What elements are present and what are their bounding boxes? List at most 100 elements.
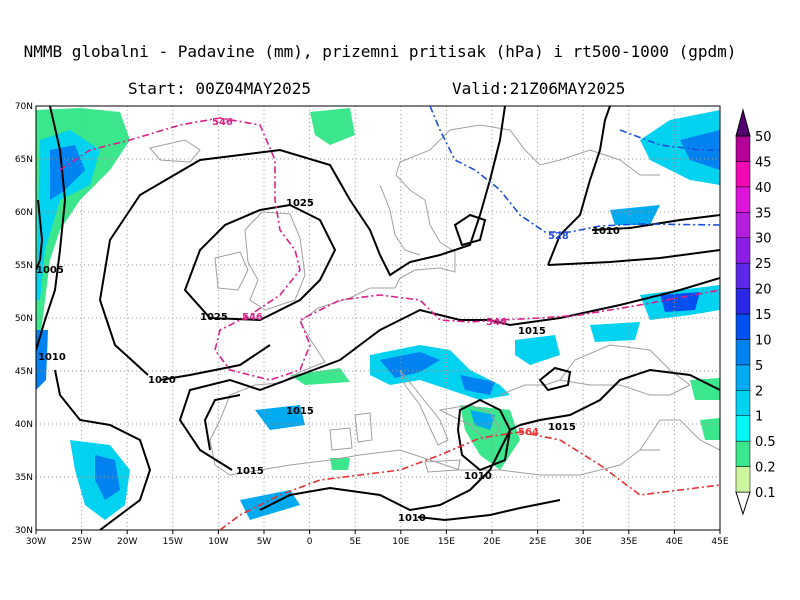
y-tick-label: 30N (15, 526, 33, 536)
x-tick-label: 35E (620, 537, 637, 547)
pressure-label: 1010 (464, 471, 492, 482)
thickness-label: 546 (242, 312, 263, 323)
contour-labels: 1025 1025 1020 1015 1015 1015 1015 1010 … (36, 117, 620, 524)
x-tick-label: 20W (117, 537, 137, 547)
thickness-528 (429, 106, 720, 233)
precip-area (610, 205, 660, 225)
isobar-1015-north (547, 106, 611, 266)
precip-area (95, 455, 120, 500)
x-tick-label: 15W (163, 537, 183, 547)
colorbar-swatch (735, 262, 751, 289)
isobar-south (259, 424, 521, 512)
y-tick-label: 70N (15, 102, 33, 112)
thickness-546-north (59, 117, 720, 381)
isobar-1010-ring (456, 398, 512, 472)
precip-area (470, 410, 495, 430)
isobar-1015-east (547, 249, 720, 266)
colorbar-label: 40 (755, 181, 772, 196)
pressure-label: 1015 (236, 466, 264, 477)
pressure-label: 1010 (592, 226, 620, 237)
colorbar-label: 20 (755, 283, 772, 298)
x-axis-ticks: 30W 25W 20W 15W 10W 5W 0 5E 10E 15E 20E 25E 30E 35E 40… (26, 530, 729, 547)
chart-title: NMMB globalni - Padavine (mm), prizemni … (23, 42, 737, 61)
x-tick-label: 0 (307, 537, 313, 547)
pressure-label: 1005 (36, 265, 64, 276)
colorbar-label: 0.1 (755, 486, 776, 501)
colorbar-swatch (735, 186, 751, 213)
isobar-south-curve (203, 394, 241, 451)
precip-area (680, 130, 720, 170)
colorbar-swatch (735, 212, 751, 238)
precipitation-layer (36, 108, 720, 520)
colorbar-label: 1 (755, 410, 763, 425)
map-frame (35, 105, 721, 531)
y-tick-label: 40N (15, 420, 33, 430)
colorbar-swatch (735, 466, 751, 493)
colorbar-swatch (735, 288, 751, 315)
colorbar-label: 50 (755, 130, 772, 145)
pressure-label: 1010 (398, 513, 426, 524)
valid-time: Valid:21Z06MAY2025 (452, 79, 626, 98)
colorbar-label: 35 (755, 206, 772, 221)
x-tick-label: 5E (349, 537, 361, 547)
colorbar-label: 0.2 (755, 461, 776, 476)
thickness-contours (59, 106, 720, 530)
y-tick-label: 35N (15, 473, 33, 483)
thickness-label: 528 (548, 231, 569, 242)
colorbar-swatch (735, 440, 751, 467)
colorbar-label: 10 (755, 333, 772, 348)
isobars (36, 106, 720, 530)
colorbar-swatch (735, 135, 751, 162)
precip-area (380, 352, 440, 378)
thickness-564 (219, 431, 720, 530)
precip-area (36, 330, 48, 390)
precip-area (690, 378, 720, 400)
isobar-1015-se (519, 368, 720, 426)
start-time: Start: 00Z04MAY2025 (128, 79, 312, 98)
x-tick-label: 10W (208, 537, 228, 547)
x-tick-label: 25W (71, 537, 91, 547)
y-tick-label: 55N (15, 261, 33, 271)
x-tick-label: 25E (529, 537, 546, 547)
colorbar-label: 25 (755, 257, 772, 272)
colorbar-swatch (735, 161, 751, 188)
pressure-label: 1025 (200, 312, 228, 323)
pressure-label: 1025 (286, 198, 314, 209)
thickness-label: 564 (518, 427, 539, 438)
colorbar-label: 5 (755, 359, 763, 374)
colorbar-swatch (735, 339, 751, 366)
colorbar-label: 15 (755, 308, 772, 323)
precip-area (460, 375, 495, 395)
y-tick-label: 60N (15, 208, 33, 218)
pressure-label: 1015 (518, 326, 546, 337)
isobar-mid-1020 (159, 344, 271, 381)
y-tick-label: 50N (15, 314, 33, 324)
isobar-south-1010 (417, 499, 561, 522)
x-tick-label: 15E (438, 537, 455, 547)
pressure-label: 1015 (286, 406, 314, 417)
colorbar-label: 30 (755, 232, 772, 247)
x-tick-label: 30W (26, 537, 46, 547)
isobar-1015-west (178, 277, 720, 471)
precip-area (700, 418, 720, 440)
isobar-1025-ring (183, 203, 337, 322)
pressure-label: 1015 (548, 422, 576, 433)
colorbar-label: 45 (755, 155, 772, 170)
colorbar-top-arrow (735, 108, 751, 137)
colorbar-swatch (735, 390, 751, 416)
pressure-label: 1020 (148, 375, 176, 386)
y-tick-label: 65N (15, 155, 33, 165)
colorbar-bottom-arrow (735, 491, 751, 516)
precip-area (660, 292, 700, 312)
precip-area (590, 322, 640, 342)
y-axis-ticks: 70N 65N 60N 55N 50N 45N 40N 35N 30N (15, 102, 33, 536)
precip-area (290, 368, 350, 385)
colorbar-swatch (735, 313, 751, 340)
thickness-528-ne (619, 129, 720, 151)
precip-area (310, 108, 355, 145)
x-tick-label: 40E (666, 537, 683, 547)
x-tick-label: 5W (257, 537, 272, 547)
x-tick-label: 10E (392, 537, 409, 547)
